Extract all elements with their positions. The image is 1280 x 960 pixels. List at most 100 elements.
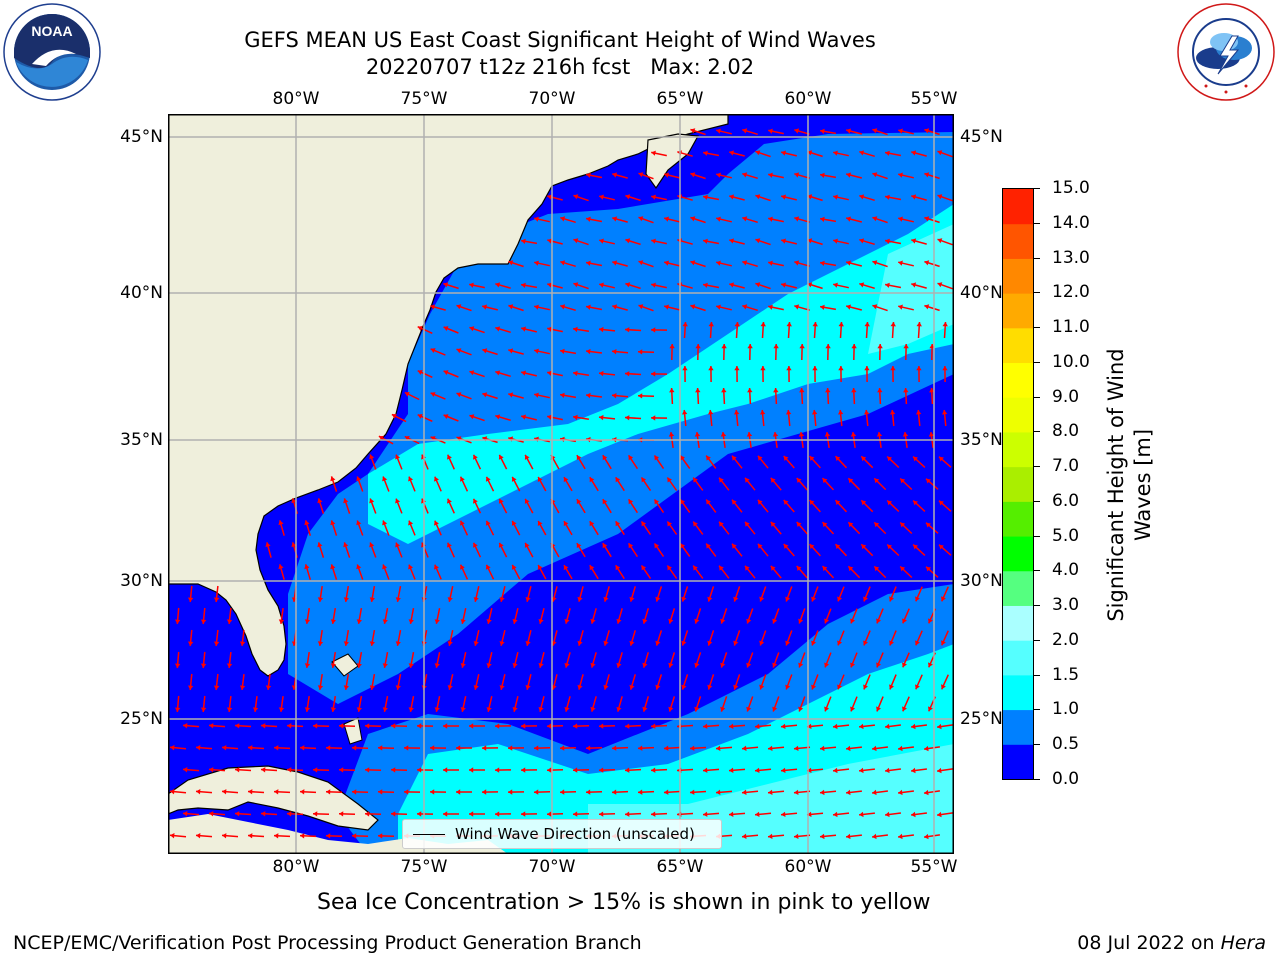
wind-arrow-head xyxy=(226,707,233,712)
wind-arrow-head xyxy=(720,662,726,668)
colorbar-tick-label: 3.0 xyxy=(1052,595,1080,616)
wind-arrow-head xyxy=(456,745,461,751)
wind-arrow-head xyxy=(851,388,857,393)
wind-arrow-head xyxy=(937,194,943,200)
wind-arrow-head xyxy=(864,410,870,415)
lon-label-bottom: 70°W xyxy=(528,857,576,877)
wind-arrow-head xyxy=(885,767,890,774)
wind-arrow-head xyxy=(586,392,591,399)
wind-arrow-head xyxy=(586,348,591,355)
wind-arrow-head xyxy=(668,662,674,668)
wind-arrow-head xyxy=(330,663,336,668)
wind-arrow-head xyxy=(612,260,618,266)
wind-arrow-head xyxy=(511,476,517,482)
wind-arrow-head xyxy=(196,789,201,795)
wind-arrow-head xyxy=(742,789,747,795)
wind-arrow-head xyxy=(924,745,929,752)
wind-arrow-head xyxy=(551,597,557,602)
wind-arrow-head xyxy=(628,455,634,461)
wind-arrow-head xyxy=(482,789,487,795)
wind-arrow-head xyxy=(534,789,539,795)
wind-arrow-head xyxy=(547,414,552,420)
wind-arrow-head xyxy=(941,684,946,690)
wind-arrow-head xyxy=(796,522,802,527)
wind-arrow-head xyxy=(434,707,440,712)
wind-arrow-head xyxy=(599,370,604,377)
wind-arrow-head xyxy=(603,684,609,690)
wind-arrow-head xyxy=(274,789,279,795)
wind-arrow-head xyxy=(473,454,478,460)
wind-arrow-head xyxy=(226,619,233,624)
wind-arrow-head xyxy=(343,641,349,646)
wind-arrow-head xyxy=(395,641,401,646)
wind-arrow-head xyxy=(638,789,643,795)
wind-arrow-head xyxy=(538,619,544,624)
wind-arrow-head xyxy=(668,618,674,624)
wind-arrow-head xyxy=(781,723,786,729)
wind-arrow-head xyxy=(703,194,708,200)
wind-arrow-head xyxy=(326,833,331,839)
wind-arrow-head xyxy=(586,216,591,222)
wind-arrow-head xyxy=(898,260,903,266)
wind-arrow-head xyxy=(343,685,349,690)
colorbar-tick xyxy=(1034,222,1040,224)
wind-arrow-head xyxy=(690,216,696,222)
wind-arrow-head xyxy=(222,789,227,795)
wind-arrow-head xyxy=(755,723,760,729)
wind-arrow-head xyxy=(356,476,362,482)
wind-arrow-head xyxy=(495,723,500,729)
wind-arrow-head xyxy=(898,745,903,752)
lon-label-top: 80°W xyxy=(272,89,320,109)
wind-arrow-head xyxy=(729,282,734,288)
wind-arrow-head xyxy=(846,304,851,310)
wind-arrow-head xyxy=(924,260,930,266)
wind-arrow-head xyxy=(175,619,181,624)
wind-arrow-head xyxy=(770,477,776,483)
wind-arrow-head xyxy=(564,663,570,668)
wind-arrow-head xyxy=(326,745,331,751)
wind-arrow-head xyxy=(768,260,773,266)
wind-arrow-head xyxy=(469,282,474,288)
wind-arrow-head xyxy=(651,282,656,288)
lat-label-left: 35°N xyxy=(120,430,163,450)
colorbar-tick-label: 0.0 xyxy=(1052,769,1080,789)
wind-arrow-head xyxy=(664,216,669,222)
wind-arrow-head xyxy=(278,520,284,526)
colorbar-tick xyxy=(1034,466,1040,468)
wind-arrow-head xyxy=(773,344,779,349)
wind-arrow-head xyxy=(521,811,526,817)
wind-arrow-head xyxy=(525,641,531,646)
wind-arrow-head xyxy=(573,767,578,773)
wind-arrow-head xyxy=(602,455,608,461)
wind-arrow-head xyxy=(733,640,739,646)
wind-arrow-head xyxy=(651,238,656,244)
wind-arrow-head xyxy=(404,392,410,397)
wind-arrow-head xyxy=(252,707,259,712)
colorbar-segment xyxy=(1003,293,1033,329)
wind-arrow-head xyxy=(573,723,578,729)
wind-arrow-head xyxy=(175,707,181,712)
colorbar-tick-label: 1.5 xyxy=(1052,664,1080,685)
wind-arrow-head xyxy=(395,597,401,602)
wind-arrow-head xyxy=(430,789,435,795)
wind-arrow-head xyxy=(746,618,752,624)
wind-arrow-head xyxy=(625,238,631,244)
wind-arrow-head xyxy=(563,477,569,483)
wind-arrow-head xyxy=(417,370,423,375)
wind-arrow-head xyxy=(719,521,724,527)
wind-arrow-head xyxy=(833,194,838,200)
wind-arrow-head xyxy=(807,811,812,817)
wind-arrow-head xyxy=(755,767,760,773)
wind-arrow-head xyxy=(534,392,539,398)
wind-arrow-head xyxy=(772,662,778,668)
colorbar-segment xyxy=(1003,536,1033,572)
wind-arrow-head xyxy=(356,707,362,712)
wind-arrow-head xyxy=(703,238,708,244)
wind-arrow-head xyxy=(820,304,825,310)
wind-arrow-head xyxy=(498,498,504,504)
wind-arrow-head xyxy=(473,685,479,690)
wind-arrow-head xyxy=(248,745,253,751)
wind-arrow-head xyxy=(512,707,518,712)
wind-arrow-head xyxy=(732,455,737,461)
wind-arrow-head xyxy=(339,723,344,729)
